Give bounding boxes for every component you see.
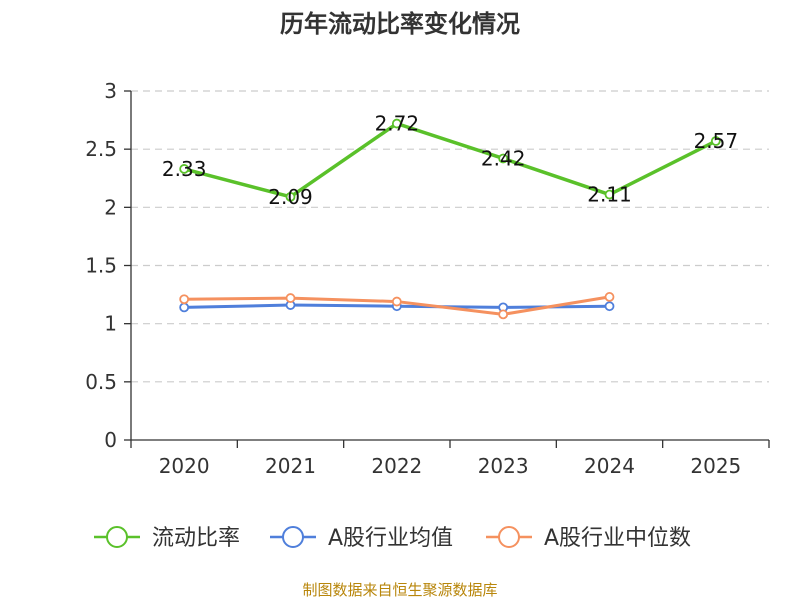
legend-label: A股行业均值 [328,526,453,551]
data-point [710,136,721,146]
data-point [604,292,615,302]
y-tick-label: 2 [104,195,117,219]
data-labels: 2.33 2.09 2.72 2.42 2.11 2.57 [162,112,738,209]
y-tick-label: 2.5 [85,137,117,161]
x-tick-label: 2022 [371,454,422,478]
data-label: 2.42 [481,146,526,170]
legend-label: A股行业中位数 [544,526,691,551]
data-label: 2.09 [268,185,313,209]
data-label: 2.11 [587,183,632,207]
data-point [604,189,615,200]
data-point [285,191,296,202]
legend-marker [106,526,128,548]
series-layer [179,118,721,320]
x-tick-label: 2021 [265,454,316,478]
y-tick-label: 3 [104,79,117,103]
legend-marker [282,526,304,548]
chart-title: 历年流动比率变化情况 [280,10,520,38]
data-label: 2.33 [162,157,207,181]
y-tick-label: 1.5 [85,254,117,278]
grid-lines [131,90,769,383]
y-tick-label: 0 [104,428,117,452]
x-tick-label: 2023 [478,454,529,478]
data-point [498,153,509,164]
x-tick-label: 2025 [690,454,741,478]
x-tick-label: 2024 [584,454,635,478]
series-line [182,121,718,199]
data-point [179,164,190,174]
legend-label: 流动比率 [152,526,240,551]
data-point [498,309,509,320]
data-point [179,302,190,313]
data-point [604,301,615,312]
data-point [179,294,190,305]
legend: 流动比率 A股行业均值 A股行业中位数 [94,526,691,551]
source-note: 制图数据来自恒生聚源数据库 [302,581,497,599]
legend-marker [498,526,520,548]
data-point [285,293,296,303]
y-tick-label: 0.5 [85,370,117,394]
data-point [391,296,402,307]
axes: 0 0.5 1 1.5 2 2.5 3 2020 2021 2022 2023 2024 2025 [85,79,770,478]
x-tick-label: 2020 [159,454,210,478]
data-label: 2.72 [375,112,420,136]
data-point [391,118,402,129]
data-label: 2.57 [694,129,739,153]
y-tick-label: 1 [104,312,117,336]
